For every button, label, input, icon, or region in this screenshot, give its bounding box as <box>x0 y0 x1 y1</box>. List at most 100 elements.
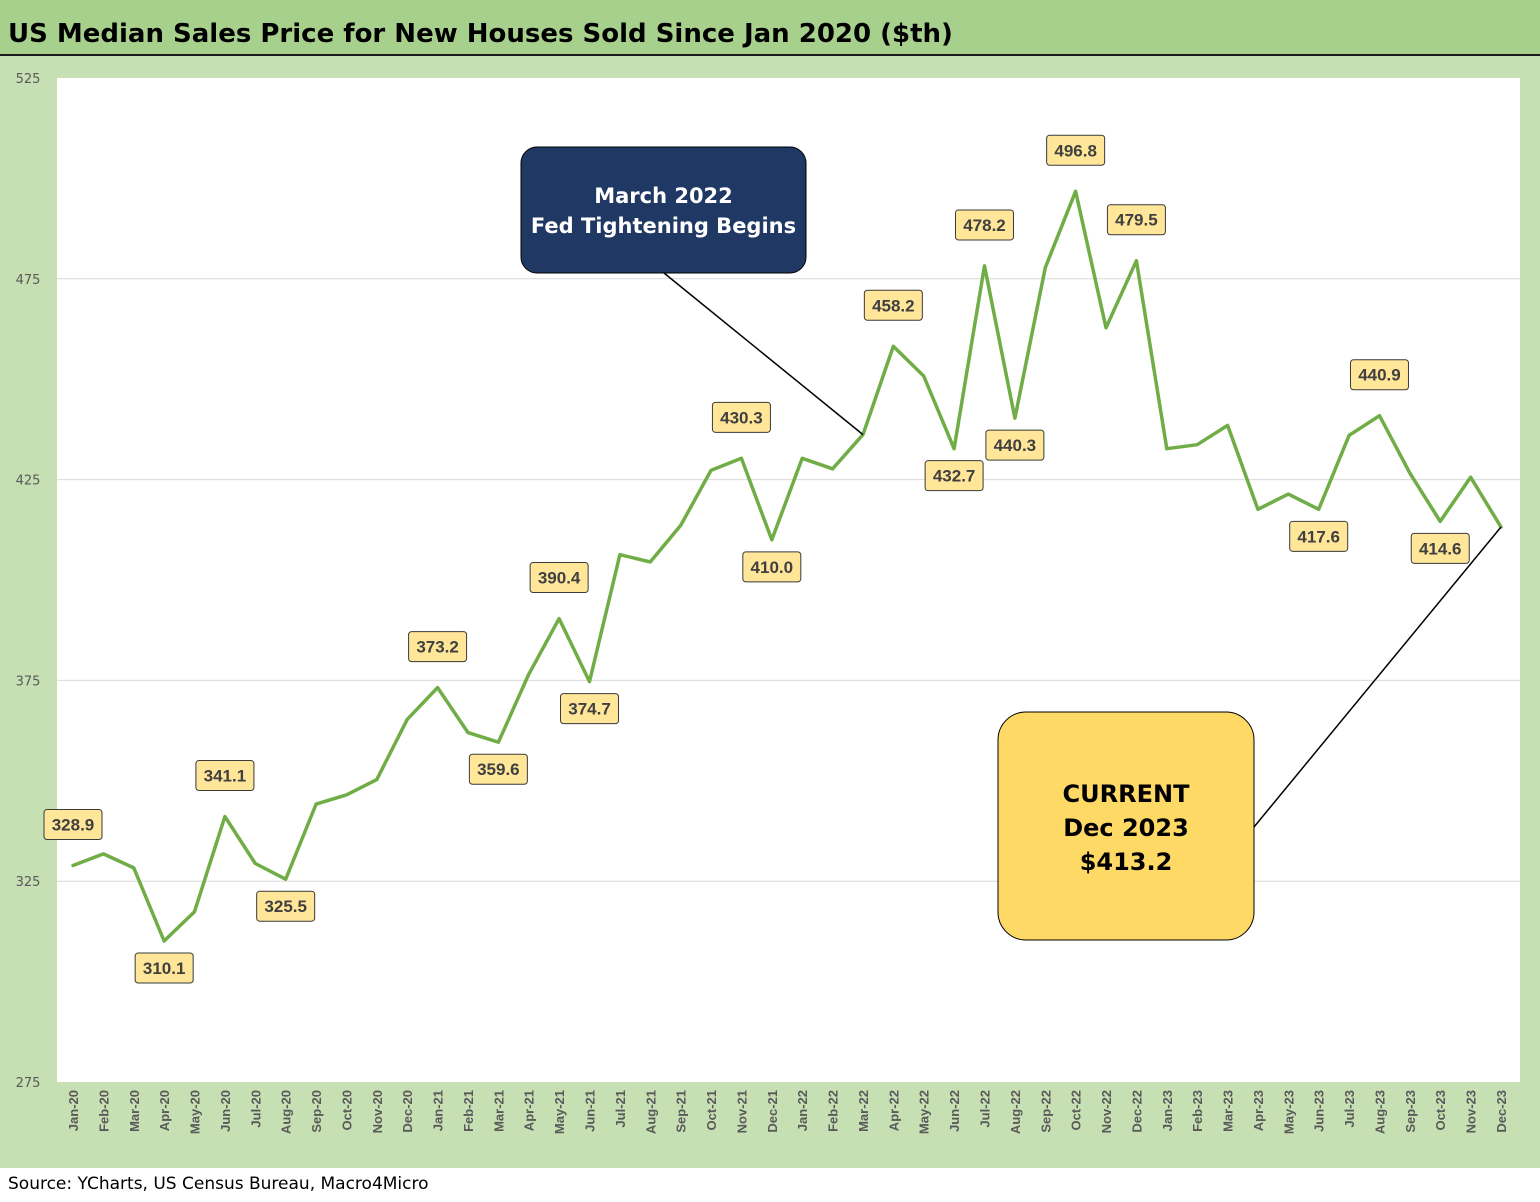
x-tick-label: Dec-20 <box>400 1090 415 1133</box>
x-tick-label: Sep-23 <box>1403 1090 1418 1133</box>
current-callout-text: CURRENT <box>1063 780 1191 808</box>
x-tick-label: Feb-22 <box>826 1090 841 1132</box>
data-label-box <box>560 693 620 725</box>
callout-leader-line <box>663 272 864 436</box>
x-tick-label: Oct-21 <box>704 1090 719 1130</box>
x-tick-label: Feb-21 <box>461 1090 476 1132</box>
data-label-box <box>43 809 103 841</box>
data-label: 458.2 <box>872 296 915 315</box>
x-tick-label: Oct-20 <box>339 1090 354 1130</box>
data-label: 374.7 <box>568 700 611 719</box>
data-label: 432.7 <box>933 467 976 486</box>
data-label: 359.6 <box>477 760 520 779</box>
x-tick-label: Jan-23 <box>1160 1090 1175 1131</box>
y-tick-label: 275 <box>16 1076 41 1091</box>
x-tick-label: Nov-22 <box>1099 1090 1114 1133</box>
x-tick-label: Feb-23 <box>1190 1090 1205 1132</box>
x-tick-label: Jul-21 <box>613 1090 628 1128</box>
data-label: 390.4 <box>538 569 581 588</box>
x-tick-label: Mar-22 <box>856 1090 871 1132</box>
data-label-box <box>742 551 802 583</box>
x-tick-label: Aug-20 <box>279 1090 294 1134</box>
data-label: 373.2 <box>416 638 459 657</box>
x-tick-label: Nov-21 <box>734 1090 749 1133</box>
x-tick-label: Jun-21 <box>583 1090 598 1132</box>
fed-callout-text: Fed Tightening Begins <box>531 214 796 238</box>
x-tick-label: Aug-23 <box>1372 1090 1387 1134</box>
line-chart: 275 325 375 425 475 525 Jan-20 Feb-20 Mar-20 Apr-… <box>16 72 1520 1134</box>
x-tick-label: Sep-21 <box>674 1090 689 1133</box>
x-tick-label: Jan-22 <box>795 1090 810 1131</box>
x-tick-label: Apr-22 <box>886 1090 901 1131</box>
callout-leader-line <box>1253 526 1502 828</box>
data-label: 496.8 <box>1054 141 1097 160</box>
x-tick-label: Oct-22 <box>1069 1090 1084 1130</box>
x-tick-label: May-21 <box>552 1090 567 1134</box>
x-tick-label: Mar-21 <box>491 1090 506 1132</box>
title-bar: US Median Sales Price for New Houses Sol… <box>0 0 1540 56</box>
data-label-box <box>711 401 771 433</box>
data-label: 479.5 <box>1115 211 1158 230</box>
y-tick-label: 475 <box>16 273 41 288</box>
data-label-box <box>134 952 194 984</box>
data-label-box <box>954 209 1014 241</box>
data-label-box <box>468 753 528 785</box>
current-callout-text: $413.2 <box>1080 848 1173 876</box>
x-tick-label: Nov-20 <box>370 1090 385 1133</box>
current-callout-box <box>997 711 1255 941</box>
x-tick-label: Jan-20 <box>66 1090 81 1131</box>
data-label: 440.3 <box>994 436 1037 455</box>
x-tick-label: Feb-20 <box>96 1090 111 1132</box>
y-tick-label: 375 <box>16 674 41 689</box>
data-label-box <box>985 429 1045 461</box>
data-label-box <box>195 760 255 792</box>
y-tick-label: 425 <box>16 474 41 489</box>
x-tick-label: May-23 <box>1281 1090 1296 1134</box>
data-label-box <box>1289 520 1349 552</box>
x-tick-label: Dec-22 <box>1129 1090 1144 1133</box>
x-tick-label: Apr-23 <box>1251 1090 1266 1131</box>
data-label: 310.1 <box>143 959 186 978</box>
source-note: Source: YCharts, US Census Bureau, Macro… <box>8 1174 429 1194</box>
data-label-box <box>408 631 468 663</box>
x-tick-label: Aug-22 <box>1008 1090 1023 1134</box>
data-label-box <box>1106 204 1166 236</box>
data-label-box <box>863 289 923 321</box>
x-tick-label: Jun-22 <box>947 1090 962 1132</box>
data-label-box <box>1046 134 1106 166</box>
data-label: 478.2 <box>963 216 1006 235</box>
chart-frame: 275 325 375 425 475 525 Jan-20 Feb-20 Mar-20 Apr-… <box>0 56 1540 1168</box>
x-tick-label: Nov-23 <box>1464 1090 1479 1133</box>
data-label: 417.6 <box>1297 527 1340 546</box>
x-tick-label: Jun-20 <box>218 1090 233 1132</box>
fed-callout-box <box>520 146 807 274</box>
x-tick-label: Aug-21 <box>643 1090 658 1134</box>
data-label-box <box>256 890 316 922</box>
x-tick-label: Sep-22 <box>1038 1090 1053 1133</box>
x-tick-label: Jun-23 <box>1312 1090 1327 1132</box>
data-label: 430.3 <box>720 408 763 427</box>
data-label-box <box>1410 532 1470 564</box>
fed-callout-text: March 2022 <box>594 184 733 208</box>
series-line <box>71 189 1503 943</box>
data-label: 328.9 <box>52 816 95 835</box>
x-tick-label: Apr-21 <box>522 1090 537 1131</box>
data-label: 341.1 <box>204 767 247 786</box>
y-tick-label: 525 <box>16 72 41 87</box>
x-tick-label: Jul-20 <box>248 1090 263 1128</box>
data-label: 440.9 <box>1358 366 1401 385</box>
data-label-box <box>924 460 984 492</box>
data-label: 414.6 <box>1419 539 1462 558</box>
x-tick-label: Jul-23 <box>1342 1090 1357 1128</box>
x-tick-label: May-22 <box>917 1090 932 1134</box>
x-tick-label: Mar-23 <box>1221 1090 1236 1132</box>
x-tick-label: May-20 <box>188 1090 203 1134</box>
x-tick-label: Sep-20 <box>309 1090 324 1133</box>
data-label: 325.5 <box>264 897 307 916</box>
data-label: 410.0 <box>751 558 794 577</box>
x-tick-label: Oct-23 <box>1433 1090 1448 1130</box>
x-tick-label: Mar-20 <box>127 1090 142 1132</box>
current-callout-text: Dec 2023 <box>1063 814 1189 842</box>
x-tick-label: Jan-21 <box>431 1090 446 1131</box>
x-tick-label: Apr-20 <box>157 1090 172 1131</box>
